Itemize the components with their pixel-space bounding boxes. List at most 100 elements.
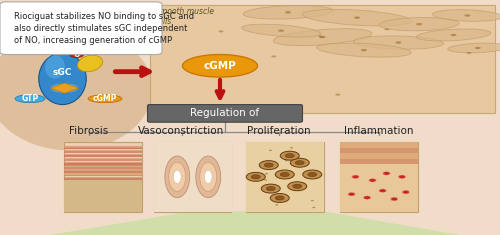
Ellipse shape	[364, 196, 370, 199]
Text: Smooth muscle
cells: Smooth muscle cells	[155, 7, 214, 27]
FancyBboxPatch shape	[0, 2, 162, 55]
Text: sGC: sGC	[53, 68, 72, 77]
Ellipse shape	[352, 175, 358, 178]
Ellipse shape	[370, 179, 376, 182]
Ellipse shape	[275, 196, 284, 200]
Ellipse shape	[275, 170, 294, 179]
Ellipse shape	[251, 175, 260, 179]
Ellipse shape	[416, 23, 422, 25]
Ellipse shape	[403, 191, 409, 194]
Ellipse shape	[391, 198, 398, 200]
Ellipse shape	[50, 46, 66, 53]
Ellipse shape	[269, 150, 272, 151]
FancyBboxPatch shape	[154, 142, 232, 212]
Bar	[64, 166, 142, 167]
Ellipse shape	[404, 190, 407, 194]
Bar	[64, 158, 142, 159]
Text: Fibrosis: Fibrosis	[70, 126, 108, 136]
Ellipse shape	[466, 52, 471, 54]
Ellipse shape	[416, 29, 491, 41]
Ellipse shape	[350, 192, 354, 196]
Ellipse shape	[399, 175, 405, 178]
Bar	[64, 180, 142, 212]
Bar	[340, 148, 417, 153]
Ellipse shape	[182, 55, 258, 77]
Ellipse shape	[165, 156, 190, 198]
Ellipse shape	[196, 156, 220, 198]
Ellipse shape	[354, 36, 444, 49]
Ellipse shape	[78, 55, 102, 72]
Text: Inflammation: Inflammation	[344, 126, 414, 136]
Bar	[64, 150, 142, 153]
Ellipse shape	[168, 162, 186, 191]
Ellipse shape	[311, 200, 314, 201]
Ellipse shape	[450, 34, 456, 36]
Bar	[64, 162, 142, 163]
Ellipse shape	[293, 184, 302, 188]
Ellipse shape	[200, 162, 217, 191]
Ellipse shape	[218, 30, 224, 32]
Ellipse shape	[280, 172, 289, 177]
Text: cGMP: cGMP	[204, 61, 236, 71]
Ellipse shape	[45, 55, 65, 79]
Ellipse shape	[285, 154, 294, 158]
FancyBboxPatch shape	[150, 5, 495, 113]
Ellipse shape	[368, 180, 376, 181]
Ellipse shape	[391, 198, 398, 200]
Ellipse shape	[384, 28, 390, 30]
Ellipse shape	[0, 28, 152, 150]
Ellipse shape	[69, 51, 84, 58]
Ellipse shape	[278, 29, 284, 32]
Bar	[64, 158, 142, 161]
Ellipse shape	[280, 151, 299, 160]
Ellipse shape	[370, 179, 376, 182]
Ellipse shape	[302, 9, 412, 26]
Bar	[64, 146, 142, 148]
Ellipse shape	[303, 170, 322, 179]
Ellipse shape	[320, 36, 326, 38]
Ellipse shape	[316, 43, 411, 57]
Ellipse shape	[261, 184, 280, 193]
Ellipse shape	[243, 5, 333, 19]
Ellipse shape	[402, 191, 410, 193]
Ellipse shape	[290, 147, 293, 149]
Bar	[340, 159, 417, 164]
Ellipse shape	[380, 189, 386, 192]
Ellipse shape	[384, 172, 390, 175]
Ellipse shape	[352, 175, 358, 178]
Bar	[64, 154, 142, 157]
Text: Regulation of: Regulation of	[190, 108, 260, 118]
Text: cGMP: cGMP	[93, 94, 117, 103]
Ellipse shape	[270, 194, 289, 202]
Bar	[64, 177, 142, 180]
Bar	[154, 142, 232, 212]
Bar	[64, 165, 142, 169]
Text: N: N	[55, 45, 62, 54]
Ellipse shape	[295, 161, 304, 165]
Ellipse shape	[174, 170, 181, 184]
Ellipse shape	[290, 158, 309, 167]
Bar	[246, 142, 324, 212]
Ellipse shape	[392, 197, 396, 201]
Ellipse shape	[51, 83, 78, 93]
Ellipse shape	[400, 175, 404, 179]
Ellipse shape	[382, 172, 390, 174]
Ellipse shape	[259, 161, 278, 170]
Bar	[64, 173, 142, 175]
Text: Vasoconstriction: Vasoconstriction	[138, 126, 224, 136]
Ellipse shape	[242, 24, 320, 37]
Ellipse shape	[385, 172, 388, 175]
Ellipse shape	[288, 182, 307, 191]
Bar	[340, 142, 417, 212]
Ellipse shape	[371, 178, 374, 182]
Bar	[64, 169, 142, 171]
Ellipse shape	[308, 172, 317, 177]
Ellipse shape	[366, 196, 369, 200]
Ellipse shape	[361, 49, 367, 51]
Ellipse shape	[378, 190, 386, 192]
FancyBboxPatch shape	[246, 142, 324, 212]
FancyBboxPatch shape	[148, 105, 302, 122]
Bar	[64, 154, 142, 155]
Ellipse shape	[285, 160, 288, 161]
Ellipse shape	[88, 95, 122, 103]
